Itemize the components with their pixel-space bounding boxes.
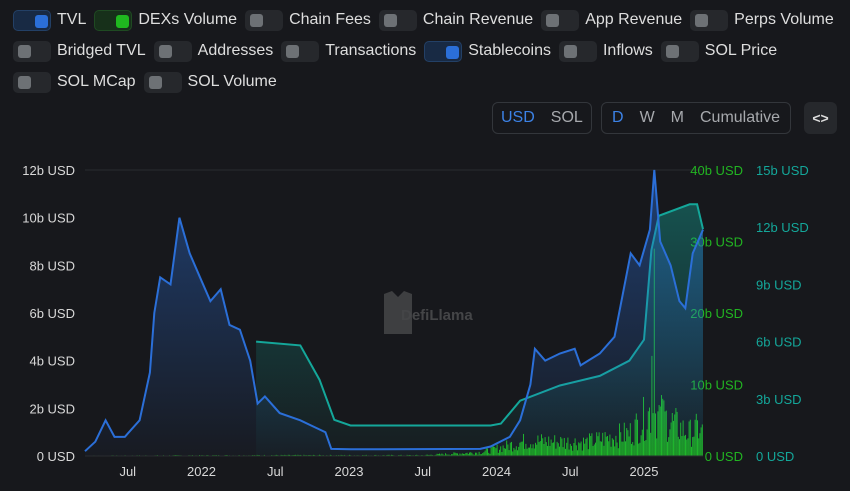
toggle-label: Chain Revenue: [422, 11, 534, 28]
toggle-knob: [446, 45, 460, 59]
y-tick-label: 10b USD: [22, 211, 75, 226]
x-tick-label: 2022: [187, 464, 216, 479]
toggle-knob: [695, 13, 709, 27]
toggle-dexs-volume[interactable]: DEXs Volume: [94, 9, 237, 31]
toggle-label: SOL MCap: [57, 73, 136, 90]
toggle-switch[interactable]: [424, 40, 463, 62]
y-tick-label: 12b USD: [756, 220, 809, 235]
toggle-bridged-tvl[interactable]: Bridged TVL: [13, 40, 146, 62]
x-tick-label: Jul: [414, 464, 431, 479]
y-tick-label: 0 USD: [705, 449, 743, 464]
toggle-knob: [546, 13, 560, 27]
x-tick-label: 2023: [335, 464, 364, 479]
y-tick-label: 10b USD: [690, 378, 743, 393]
x-tick-label: Jul: [119, 464, 136, 479]
y-tick-label: 30b USD: [690, 235, 743, 250]
toggle-perps-volume[interactable]: Perps Volume: [690, 9, 834, 31]
denomination-group: USD SOL: [492, 102, 592, 134]
toggle-switch[interactable]: [660, 40, 699, 62]
x-tick-label: Jul: [267, 464, 284, 479]
toggle-switch[interactable]: [153, 40, 192, 62]
period-m-button[interactable]: M: [663, 109, 692, 127]
toggle-addresses[interactable]: Addresses: [153, 40, 274, 62]
toggle-knob: [563, 44, 577, 58]
toggle-switch[interactable]: [558, 40, 597, 62]
watermark-text: DefiLlama: [401, 307, 473, 324]
toggle-knob: [665, 44, 679, 58]
toggle-sol-price[interactable]: SOL Price: [660, 40, 778, 62]
period-w-button[interactable]: W: [632, 109, 663, 127]
toggle-app-revenue[interactable]: App Revenue: [541, 9, 682, 31]
x-tick-label: 2025: [630, 464, 659, 479]
toggle-inflows[interactable]: Inflows: [558, 40, 653, 62]
y-tick-label: 20b USD: [690, 306, 743, 321]
toggle-switch[interactable]: [245, 9, 284, 31]
toggle-switch[interactable]: [378, 9, 417, 31]
toggle-switch[interactable]: [13, 71, 51, 93]
y-tick-label: 8b USD: [29, 258, 75, 273]
toggle-label: Chain Fees: [289, 11, 371, 28]
toggle-switch[interactable]: [690, 9, 729, 31]
toggle-label: App Revenue: [585, 11, 683, 28]
toggle-tvl[interactable]: TVL: [13, 9, 86, 31]
toggle-switch[interactable]: [281, 40, 320, 62]
toggle-stablecoins[interactable]: Stablecoins: [424, 40, 551, 62]
toggle-switch[interactable]: [541, 9, 580, 31]
toggle-label: Addresses: [197, 42, 274, 59]
toggle-label: Stablecoins: [468, 42, 551, 59]
y-tick-label: 0 USD: [37, 449, 75, 464]
tvl-area: [85, 170, 703, 456]
series-toggles: TVL DEXs Volume Chain Fees Chain Revenue App…: [13, 9, 843, 93]
toggle-switch[interactable]: [143, 71, 182, 93]
watermark: DefiLlama: [384, 291, 473, 334]
y-tick-label: 0 USD: [756, 449, 794, 464]
toggle-label: DEXs Volume: [138, 11, 238, 28]
embed-code-button[interactable]: <>: [804, 102, 837, 134]
toggle-switch[interactable]: [13, 40, 51, 62]
toggle-sol-mcap[interactable]: SOL MCap: [13, 71, 136, 93]
sol-button[interactable]: SOL: [543, 109, 591, 127]
toggle-label: TVL: [57, 11, 87, 28]
toggle-sol-volume[interactable]: SOL Volume: [143, 71, 277, 93]
toggle-knob: [148, 75, 162, 89]
toggle-knob: [286, 44, 300, 58]
y-tick-label: 12b USD: [22, 163, 75, 178]
tvl-line: [84, 169, 704, 452]
toggle-label: Transactions: [325, 42, 417, 59]
toggle-chain-fees[interactable]: Chain Fees: [245, 9, 371, 31]
toggle-chain-revenue[interactable]: Chain Revenue: [378, 9, 534, 31]
usd-button[interactable]: USD: [493, 109, 543, 127]
toggle-knob: [250, 13, 264, 27]
y-tick-label: 15b USD: [756, 163, 809, 178]
y-tick-label: 40b USD: [690, 163, 743, 178]
toggle-switch[interactable]: [13, 9, 51, 31]
toggle-knob: [18, 44, 31, 58]
period-cumulative-button[interactable]: Cumulative: [692, 109, 788, 127]
toggle-label: SOL Price: [704, 42, 778, 59]
toggle-switch[interactable]: [94, 9, 133, 31]
y-tick-label: 2b USD: [29, 401, 75, 416]
toggle-knob: [158, 44, 172, 58]
y-tick-label: 6b USD: [756, 335, 802, 350]
y-tick-label: 9b USD: [756, 277, 802, 292]
toggle-label: Bridged TVL: [57, 42, 146, 59]
toggle-knob: [35, 14, 48, 28]
toggle-label: Inflows: [602, 42, 653, 59]
period-group: D W M Cumulative: [601, 102, 792, 134]
toggle-transactions[interactable]: Transactions: [281, 40, 416, 62]
x-tick-label: 2024: [482, 464, 511, 479]
toggle-knob: [18, 75, 31, 89]
defillama-logo-icon: [384, 291, 412, 334]
y-tick-label: 6b USD: [29, 306, 75, 321]
toggle-label: SOL Volume: [187, 73, 277, 90]
period-d-button[interactable]: D: [604, 109, 632, 127]
toggle-knob: [383, 13, 397, 27]
toggle-label: Perps Volume: [734, 11, 834, 28]
toggle-knob: [116, 14, 130, 28]
y-tick-label: 3b USD: [756, 392, 802, 407]
y-tick-label: 4b USD: [29, 354, 75, 369]
x-tick-label: Jul: [562, 464, 579, 479]
